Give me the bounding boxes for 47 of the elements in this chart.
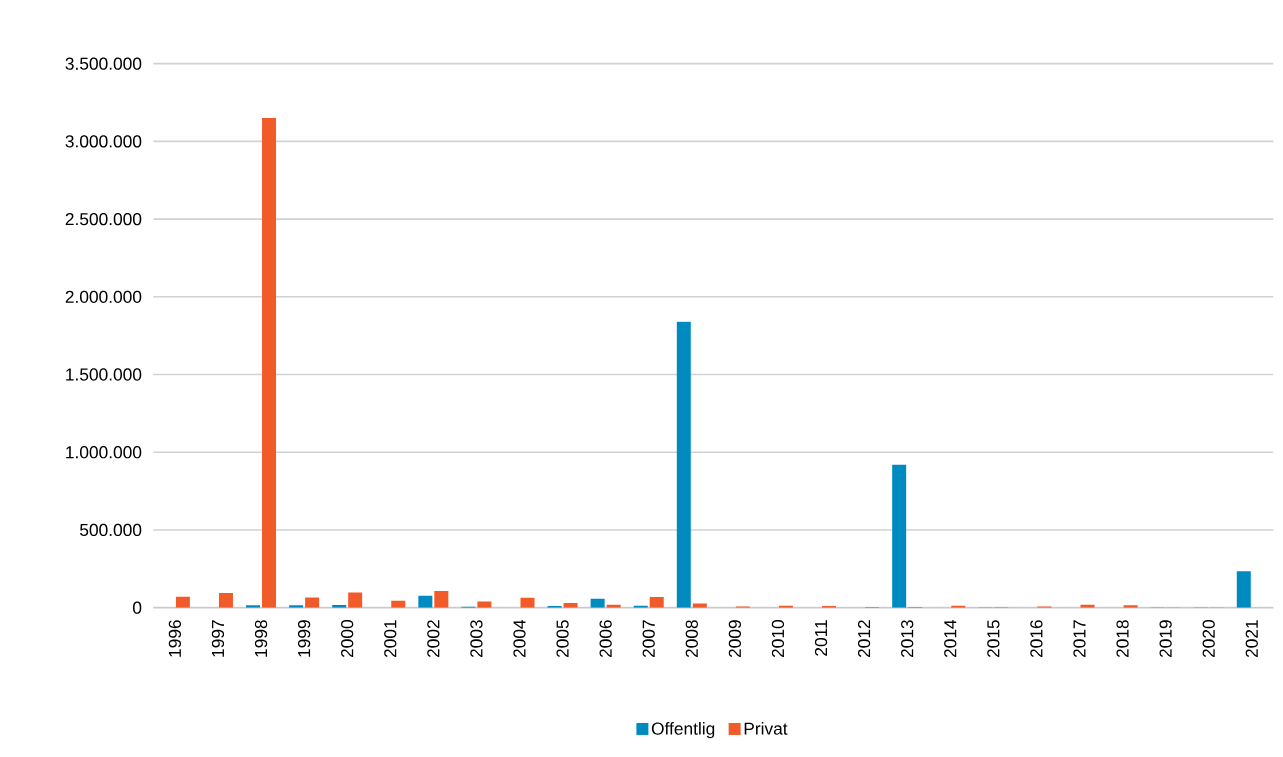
x-tick-label: 2018	[1116, 620, 1129, 658]
x-tick-label: 2002	[427, 620, 440, 658]
x-tick-label: 2004	[513, 619, 526, 658]
bar	[434, 591, 449, 608]
x-tick-label: 2012	[857, 620, 871, 658]
y-tick-label: 2.500.000	[65, 212, 142, 226]
bar	[676, 321, 691, 608]
x-tick-label: 2020	[1202, 620, 1215, 658]
y-tick-label: 1.500.000	[66, 368, 142, 381]
x-tick-label: 1996	[168, 620, 182, 657]
bar	[175, 596, 190, 608]
x-tick-label: 2007	[642, 620, 655, 658]
bar	[418, 595, 433, 608]
bar	[262, 118, 277, 608]
x-tick-label: 2003	[470, 620, 483, 658]
legend-label: Offentlig	[651, 722, 715, 739]
x-tick-label: 2021	[1245, 620, 1258, 658]
y-tick-label: 2.000.000	[65, 290, 142, 303]
y-tick-label: 3.500.000	[65, 57, 142, 70]
x-tick-label: 1999	[297, 620, 311, 657]
bar	[892, 464, 907, 608]
bar	[649, 596, 664, 608]
x-tick-label: 1998	[254, 620, 268, 657]
x-tick-label: 2010	[771, 620, 785, 658]
y-tick-label: 0	[132, 601, 142, 614]
bar	[348, 592, 363, 608]
x-tick-label: 2016	[1030, 620, 1043, 658]
y-tick-label: 3.000.000	[65, 135, 142, 148]
x-tick-label: 2017	[1073, 620, 1086, 658]
x-tick-label: 2019	[1159, 620, 1172, 658]
bar	[1236, 571, 1251, 608]
x-tick-label: 2001	[384, 620, 397, 658]
legend-label: Privat	[744, 722, 788, 735]
x-tick-label: 2005	[556, 620, 569, 658]
bar	[218, 592, 233, 608]
x-tick-label: 1997	[211, 620, 225, 657]
x-tick-label: 2009	[728, 620, 742, 658]
x-tick-label: 2015	[987, 620, 1000, 658]
x-tick-label: 2000	[341, 620, 354, 658]
x-tick-label: 2008	[685, 620, 698, 658]
bar	[520, 597, 535, 608]
x-tick-label: 2011	[814, 620, 828, 656]
y-tick-label: 500.000	[80, 523, 142, 537]
x-tick-label: 2013	[901, 620, 914, 658]
y-tick-label: 1.000.000	[66, 446, 142, 459]
x-tick-label: 2014	[944, 619, 957, 658]
x-tick-label: 2006	[599, 620, 612, 658]
